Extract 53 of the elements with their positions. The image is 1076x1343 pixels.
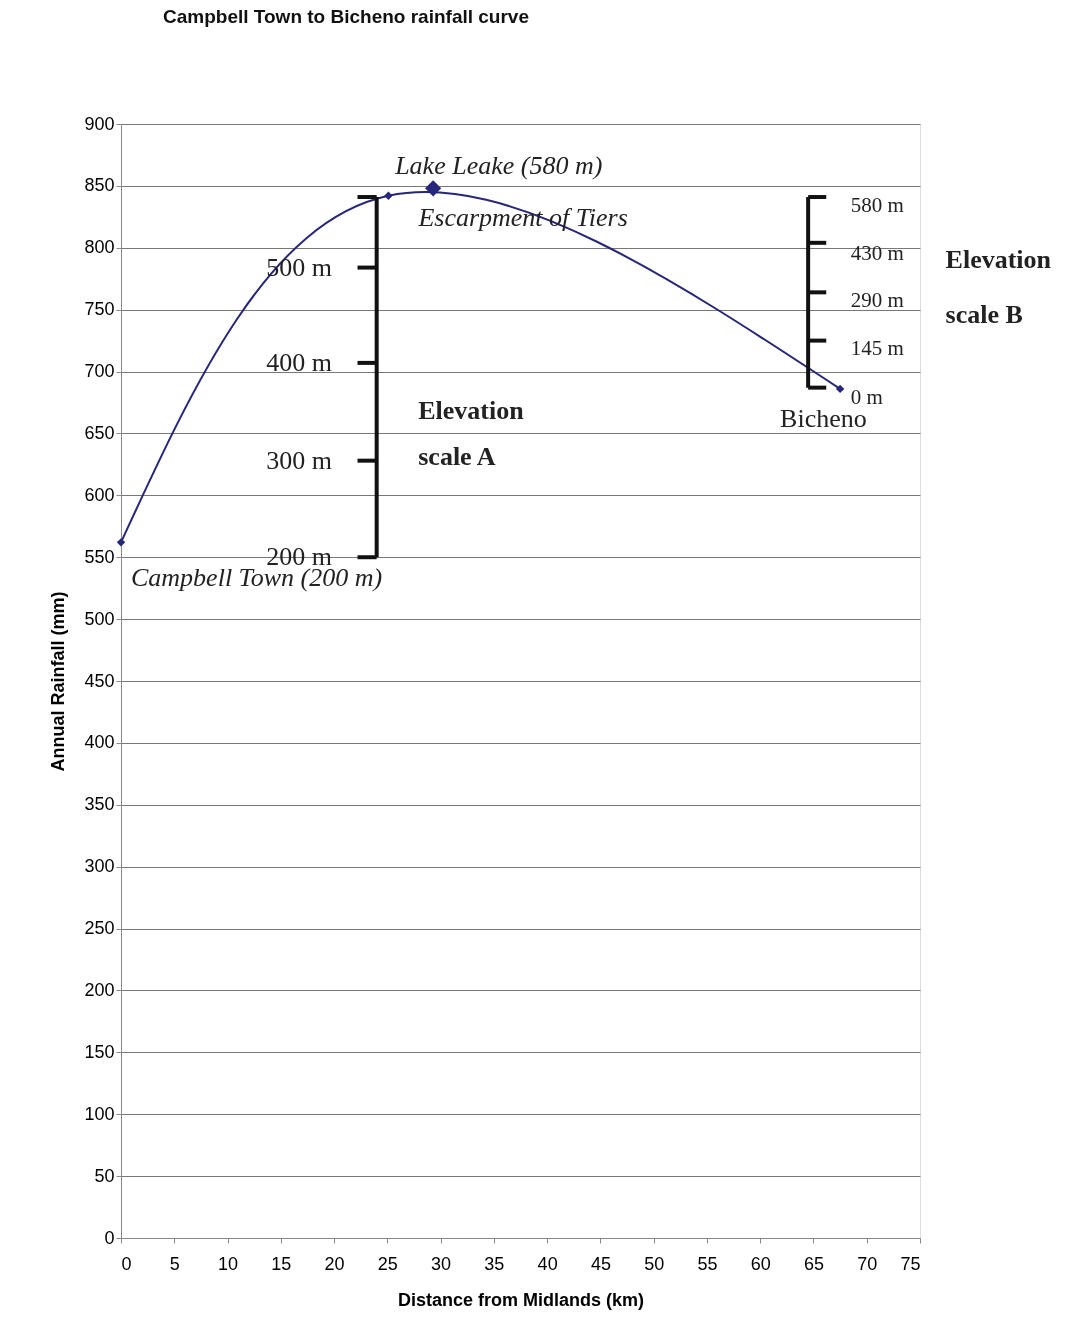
y-tick-label: 350 xyxy=(84,794,115,815)
x-tick-label: 55 xyxy=(697,1253,718,1274)
chart-title: Campbell Town to Bicheno rainfall curve xyxy=(163,6,529,27)
x-tick-label: 60 xyxy=(750,1253,771,1274)
point xyxy=(384,191,393,200)
y-tick-label: 300 xyxy=(84,856,115,877)
y-tick-label: 450 xyxy=(84,670,115,691)
x-tick-label: 5 xyxy=(169,1253,180,1274)
y-tick-label: 850 xyxy=(84,175,115,196)
annotation: 580 m xyxy=(850,192,904,217)
y-tick-label: 0 xyxy=(104,1227,115,1248)
y-tick-label: 200 xyxy=(84,979,115,1000)
annotation: 145 m xyxy=(850,336,904,361)
annotation: 290 m xyxy=(850,288,904,312)
y-tick-label: 400 xyxy=(84,732,115,753)
annotation: Elevation xyxy=(418,396,525,426)
annotation: 400 m xyxy=(266,347,332,377)
x-tick-label: 0 xyxy=(121,1253,132,1274)
y-tick-label: 700 xyxy=(84,361,115,382)
text: scale B xyxy=(945,299,1023,329)
y-axis-title: Annual Rainfall (mm) xyxy=(48,591,69,772)
y-tick-label: 250 xyxy=(84,918,115,939)
x-tick-label: 15 xyxy=(271,1253,292,1274)
point xyxy=(425,180,442,197)
y-tick-label: 600 xyxy=(84,484,115,505)
annotation: Escarpment of Tiers xyxy=(417,202,628,232)
annotation: scale A xyxy=(418,441,496,471)
y-tick-label: 150 xyxy=(84,1041,115,1062)
y-tick-label: 900 xyxy=(84,113,115,134)
text: Elevation xyxy=(945,245,1052,275)
x-tick-label: 25 xyxy=(377,1253,398,1274)
x-tick-label: 35 xyxy=(484,1253,505,1274)
x-tick-label: 30 xyxy=(431,1253,452,1274)
y-tick-label: 550 xyxy=(84,546,115,567)
annotation: Lake Leake (580 m) xyxy=(394,151,603,181)
y-tick-label: 750 xyxy=(84,299,115,320)
x-tick-label: 50 xyxy=(644,1253,665,1274)
x-tick-label: 20 xyxy=(324,1253,345,1274)
point xyxy=(835,384,845,394)
x-tick-label: 65 xyxy=(803,1253,824,1274)
y-tick-label: 50 xyxy=(94,1165,115,1186)
y-tick-label: 800 xyxy=(84,237,115,258)
x-tick-label: 70 xyxy=(857,1253,878,1274)
x-tick-label: 10 xyxy=(218,1253,239,1274)
x-tick-label: 45 xyxy=(590,1253,611,1274)
y-tick-label: 650 xyxy=(84,422,115,443)
y-tick-label: 500 xyxy=(84,608,115,629)
x-tick-label: 75 xyxy=(900,1253,921,1274)
x-axis-title: Distance from Midlands (km) xyxy=(397,1289,645,1310)
x-tick-label: 40 xyxy=(537,1253,558,1274)
annotation: 300 m xyxy=(266,445,332,475)
y-tick-label: 100 xyxy=(84,1103,115,1124)
point xyxy=(116,538,126,547)
